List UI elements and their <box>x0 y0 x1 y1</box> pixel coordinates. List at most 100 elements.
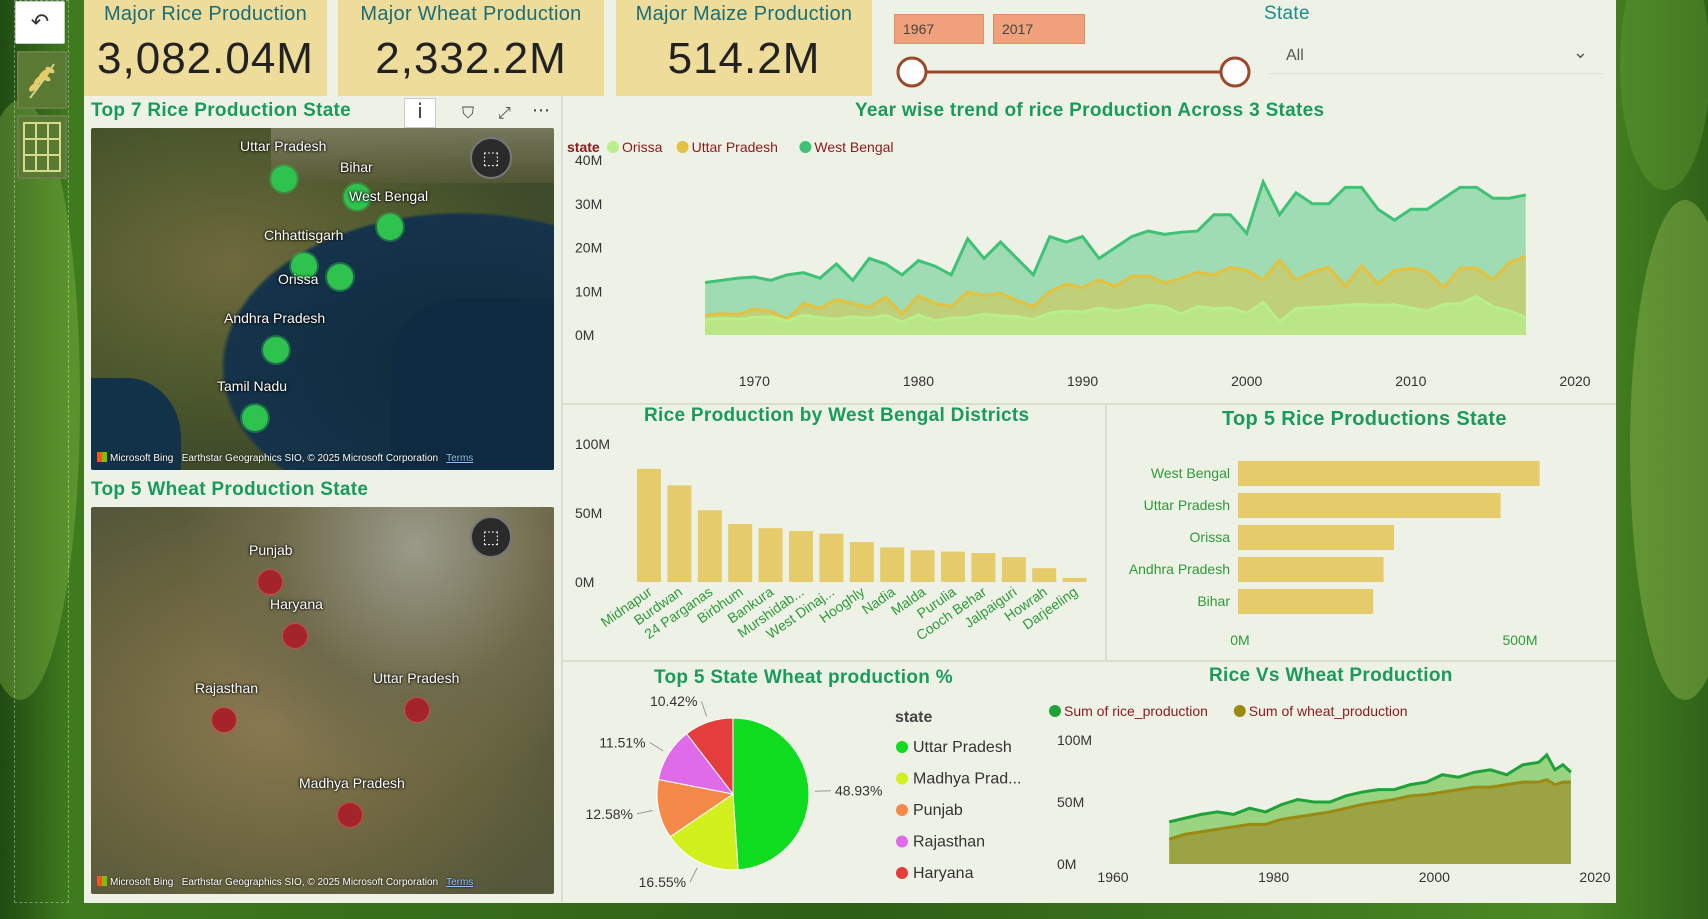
state-dropdown[interactable]: All ⌄ <box>1268 38 1604 74</box>
legend-entry[interactable]: Uttar Pradesh <box>692 139 778 155</box>
state-filter-label: State <box>1264 3 1310 24</box>
legend-entry[interactable]: Punjab <box>913 802 963 819</box>
y-category-label: Orissa <box>1190 529 1231 545</box>
pie-leader-line <box>814 790 831 792</box>
terms-link[interactable]: Terms <box>446 453 474 464</box>
state-bar[interactable] <box>1238 525 1394 550</box>
map-point-orissa[interactable] <box>327 264 353 290</box>
legend-entry[interactable]: Rajasthan <box>913 834 985 851</box>
wheat-map[interactable]: Punjab Haryana Rajasthan Uttar Pradesh M… <box>91 507 554 894</box>
y-tick-label: 20M <box>575 240 602 256</box>
series-line[interactable] <box>704 294 1527 324</box>
map-point-punjab[interactable] <box>257 569 283 595</box>
rice-map[interactable]: Uttar Pradesh Bihar West Bengal Chhattis… <box>91 128 554 470</box>
legend-entry[interactable]: Sum of rice_production <box>1064 703 1208 719</box>
map-point-bihar[interactable] <box>344 184 370 210</box>
kpi-wheat-card: Major Wheat Production 2,332.2M <box>338 0 604 96</box>
pie-slice[interactable] <box>685 717 734 796</box>
series-line[interactable] <box>704 177 1527 284</box>
top5-rice-chart[interactable]: West Bengal Uttar Pradesh Orissa Andhra Pra… <box>1108 445 1613 655</box>
district-bar[interactable] <box>971 553 996 582</box>
map-point-uttar-pradesh[interactable] <box>271 166 297 192</box>
fields-grid-icon <box>23 122 61 172</box>
pie-slice[interactable] <box>656 778 735 838</box>
district-bar[interactable] <box>819 533 844 582</box>
district-bar[interactable] <box>910 550 935 582</box>
map-point-madhya-pradesh[interactable] <box>337 802 363 828</box>
terms-link[interactable]: Terms <box>446 877 474 888</box>
map-select-icon[interactable]: ⬚ <box>470 137 512 179</box>
map-point-tamil-nadu[interactable] <box>242 405 268 431</box>
district-bar[interactable] <box>880 547 905 583</box>
legend-entry[interactable]: Uttar Pradesh <box>913 739 1012 756</box>
y-category-label: West Bengal <box>1151 465 1230 481</box>
map-label: Orissa <box>278 271 319 287</box>
filter-icon[interactable]: ⛉ <box>462 103 475 122</box>
map-label: Punjab <box>249 542 293 558</box>
map-point-chhattisgarh[interactable] <box>291 253 317 279</box>
map-point-west-bengal[interactable] <box>377 214 403 240</box>
district-bar[interactable] <box>849 541 874 582</box>
district-bar[interactable] <box>728 524 753 582</box>
x-tick-label: 2000 <box>1419 869 1450 885</box>
pie-slice[interactable] <box>732 717 810 871</box>
district-bar[interactable] <box>1001 557 1026 582</box>
year-range-slider[interactable] <box>890 52 1260 92</box>
pie-legend-title: state <box>895 709 932 726</box>
x-tick-label: 2020 <box>1579 869 1610 885</box>
series-line[interactable] <box>1168 778 1571 841</box>
map-select-icon[interactable]: ⬚ <box>470 516 512 558</box>
state-bar[interactable] <box>1238 461 1540 486</box>
district-bar[interactable] <box>667 485 692 582</box>
series-line[interactable] <box>704 254 1527 322</box>
map-point-haryana[interactable] <box>282 623 308 649</box>
district-bar[interactable] <box>758 528 783 582</box>
map-point-uttar-pradesh[interactable] <box>404 697 430 723</box>
x-tick-label: 0M <box>1230 632 1249 648</box>
legend-entry[interactable]: West Bengal <box>814 139 893 155</box>
bing-label: Microsoft Bing <box>110 877 174 888</box>
more-options-icon[interactable]: ⋯ <box>532 100 550 121</box>
state-bar[interactable] <box>1238 493 1501 518</box>
y-tick-label: 100M <box>1057 732 1092 748</box>
district-bar[interactable] <box>789 530 813 582</box>
y-tick-label: 100M <box>575 436 610 452</box>
district-bar[interactable] <box>637 468 661 582</box>
x-tick-label: 2000 <box>1231 373 1262 389</box>
info-icon[interactable]: i <box>404 98 436 128</box>
legend-swatch <box>896 804 908 816</box>
district-bar[interactable] <box>941 551 965 582</box>
district-bar[interactable] <box>1062 577 1087 582</box>
district-bar[interactable] <box>1032 568 1057 582</box>
trend-chart[interactable]: state Orissa Uttar Pradesh West Bengal 0M 1… <box>565 128 1615 398</box>
state-bar[interactable] <box>1238 589 1374 614</box>
back-button[interactable]: ↶ <box>15 1 65 44</box>
district-bar[interactable] <box>697 510 722 582</box>
year-slider-start-handle[interactable] <box>896 56 928 88</box>
top5-rice-title: Top 5 Rice Productions State <box>1222 408 1507 430</box>
year-start-input[interactable]: 1967 <box>894 14 984 44</box>
year-slider-end-handle[interactable] <box>1219 56 1251 88</box>
rice-page-button[interactable] <box>17 51 67 109</box>
kpi-maize-value: 514.2M <box>667 34 821 83</box>
map-label: Rajasthan <box>195 680 259 696</box>
focus-mode-icon[interactable]: ⤢ <box>498 103 511 122</box>
map-point-rajasthan[interactable] <box>211 707 237 733</box>
year-end-input[interactable]: 2017 <box>993 14 1085 44</box>
wheat-pie-chart[interactable]: 48.93% 16.55% 12.58% 11.51% 10.42% state Utt… <box>565 692 1040 902</box>
series-line[interactable] <box>1168 752 1572 824</box>
legend-entry[interactable]: Haryana <box>913 865 974 882</box>
x-tick-label: 1980 <box>1258 869 1289 885</box>
x-tick-label: 500M <box>1502 632 1537 648</box>
legend-entry[interactable]: Orissa <box>622 139 663 155</box>
legend-entry[interactable]: Madhya Prad... <box>913 771 1022 788</box>
grid-page-button[interactable] <box>17 115 67 179</box>
state-bar[interactable] <box>1238 557 1384 582</box>
map-point-andhra-pradesh[interactable] <box>263 337 289 363</box>
y-category-label: Andhra Pradesh <box>1129 561 1230 577</box>
map-label: Andhra Pradesh <box>224 310 326 326</box>
rice-vs-wheat-chart[interactable]: Sum of rice_production Sum of wheat_produ… <box>1045 692 1615 902</box>
pie-slice[interactable] <box>669 793 739 871</box>
legend-entry[interactable]: Sum of wheat_production <box>1249 703 1408 719</box>
